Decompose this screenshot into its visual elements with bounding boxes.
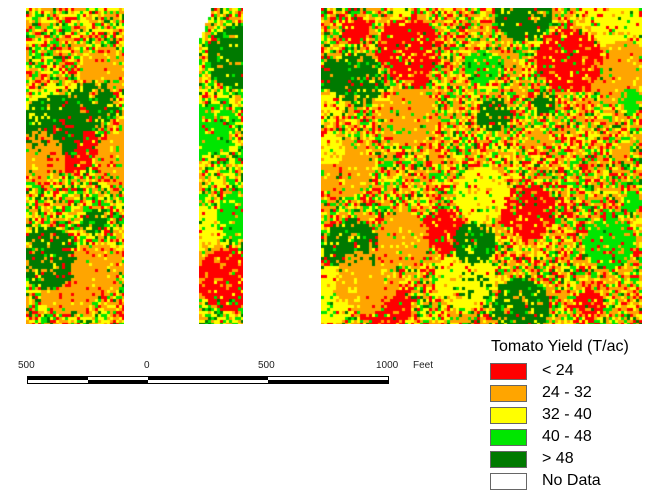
- yield-field-west: [26, 8, 124, 324]
- legend-swatch: [490, 428, 527, 446]
- legend-swatch: [490, 472, 527, 490]
- scale-label-500-right: 500: [258, 360, 275, 371]
- scale-segment: [88, 380, 148, 383]
- scale-unit-label: Feet: [413, 360, 434, 371]
- legend-label: 40 - 48: [542, 428, 592, 445]
- scale-label-1000: 1000: [376, 360, 399, 371]
- scale-segment: [148, 377, 268, 380]
- legend: Tomato Yield (T/ac) < 24 24 - 32 32 - 40…: [488, 338, 664, 490]
- legend-item: 24 - 32: [488, 382, 664, 404]
- scale-segment: [268, 380, 388, 383]
- yield-field-center-strip: [199, 8, 243, 324]
- legend-swatch: [490, 362, 527, 380]
- legend-swatch: [490, 450, 527, 468]
- legend-item: No Data: [488, 470, 664, 492]
- legend-swatch: [490, 384, 527, 402]
- yield-field-east: [321, 8, 642, 324]
- legend-item: 32 - 40: [488, 404, 664, 426]
- legend-swatch: [490, 406, 527, 424]
- legend-item: > 48: [488, 448, 664, 470]
- legend-label: 32 - 40: [542, 406, 592, 423]
- legend-label: 24 - 32: [542, 384, 592, 401]
- legend-label: < 24: [542, 362, 574, 379]
- legend-label: No Data: [542, 472, 601, 489]
- legend-item: 40 - 48: [488, 426, 664, 448]
- scale-bar: 500 0 500 1000 Feet: [0, 360, 460, 400]
- legend-title: Tomato Yield (T/ac): [491, 338, 629, 355]
- legend-item: < 24: [488, 360, 664, 382]
- scale-label-0: 0: [144, 360, 150, 371]
- legend-label: > 48: [542, 450, 574, 467]
- scale-bar-graphic: [27, 376, 389, 384]
- scale-label-500-left: 500: [18, 360, 35, 371]
- scale-segment: [28, 377, 88, 380]
